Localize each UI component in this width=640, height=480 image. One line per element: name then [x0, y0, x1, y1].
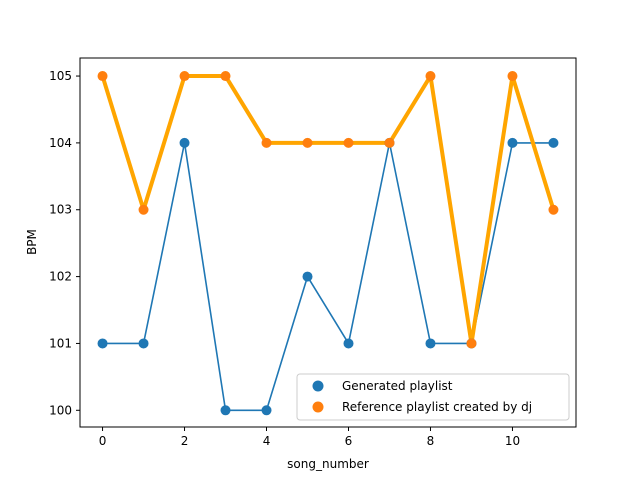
series-0-point [425, 338, 436, 349]
series-line-1 [100, 74, 556, 346]
series-1-point [302, 137, 313, 148]
series-layer [97, 71, 559, 416]
series-1-point [343, 137, 354, 148]
x-tick-label: 0 [99, 434, 107, 448]
legend: Generated playlist Reference playlist cr… [296, 373, 570, 421]
plot-background [80, 58, 576, 427]
x-tick-label: 10 [505, 434, 520, 448]
y-tick-label: 103 [49, 203, 72, 217]
x-tick-label: 6 [345, 434, 353, 448]
series-0-point [302, 271, 313, 282]
series-0-point [179, 137, 190, 148]
y-tick-label: 104 [49, 136, 72, 150]
series-1-point [507, 71, 518, 82]
y-axis: 100 101 102 103 104 105 [49, 69, 80, 417]
x-tick-label: 2 [181, 434, 189, 448]
series-0-point [220, 405, 231, 416]
series-0-point [138, 338, 149, 349]
legend-marker-reference [312, 401, 324, 413]
y-tick-label: 102 [49, 270, 72, 284]
series-0-point [97, 338, 108, 349]
y-tick-label: 105 [49, 69, 72, 83]
legend-label-reference: Reference playlist created by dj [342, 400, 532, 414]
series-1-point [220, 71, 231, 82]
series-1-point [466, 338, 477, 349]
series-1-point [548, 204, 559, 215]
plot-frame [79, 57, 577, 428]
legend-box [296, 373, 570, 421]
x-axis-label: song_number [287, 457, 369, 471]
series-0-point [343, 338, 354, 349]
series-0-point [548, 137, 559, 148]
x-tick-label: 4 [263, 434, 271, 448]
y-axis-label: BPM [25, 229, 39, 255]
y-tick-label: 101 [49, 336, 72, 350]
x-axis: 0 2 4 6 8 10 [99, 427, 520, 448]
series-0-point [261, 405, 272, 416]
series-1-point [425, 71, 436, 82]
y-tick-label: 100 [49, 403, 72, 417]
x-tick-label: 8 [427, 434, 435, 448]
series-1-point [384, 137, 395, 148]
series-1-point [97, 71, 108, 82]
series-1-point [261, 137, 272, 148]
series-0-point [507, 137, 518, 148]
legend-marker-generated [312, 380, 324, 392]
series-1-point [179, 71, 190, 82]
legend-label-generated: Generated playlist [342, 379, 453, 393]
series-1-point [138, 204, 149, 215]
